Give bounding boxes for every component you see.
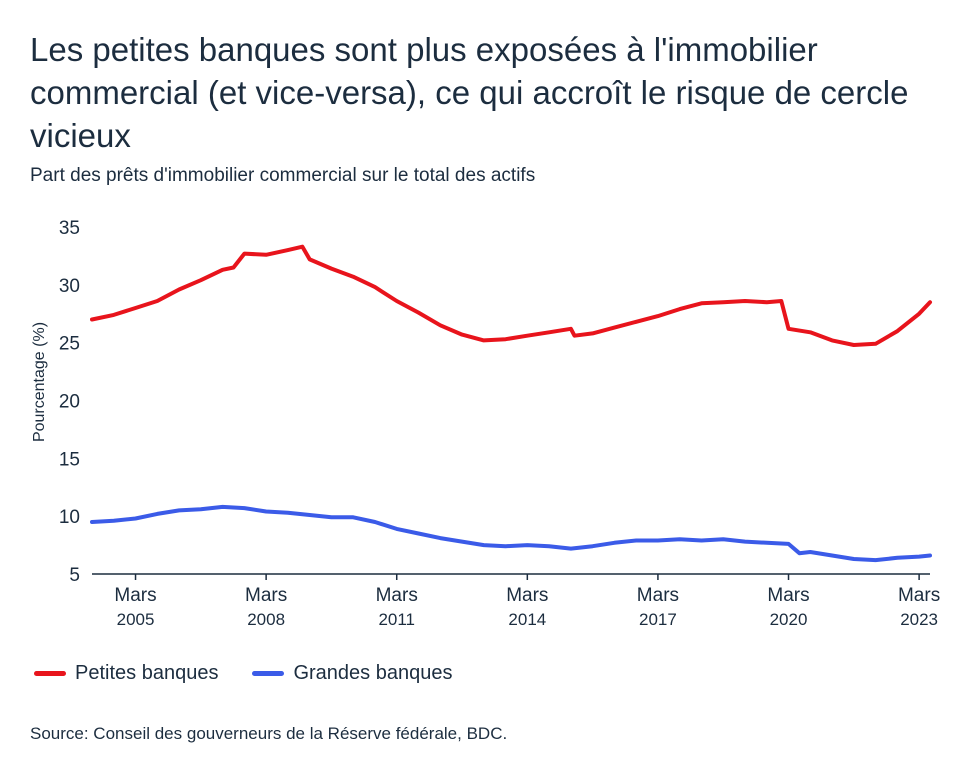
x-tick-label-year: 2008 <box>247 610 285 629</box>
y-tick-label: 10 <box>59 507 80 528</box>
legend-swatch-red <box>34 671 66 676</box>
source-note: Source: Conseil des gouverneurs de la Ré… <box>30 724 508 743</box>
series-line-petites-banques <box>90 244 932 347</box>
x-axis: Mars 2005 Mars 2008 Mars 2011 Mars 2014 Mars 2017… <box>92 573 940 629</box>
y-tick-label: 15 <box>59 449 80 470</box>
y-axis: 5 10 15 20 25 30 35 <box>59 218 80 586</box>
x-tick-label-year: 2017 <box>639 610 677 629</box>
legend-item-petites-banques: Petites banques <box>34 662 218 685</box>
legend-item-grandes-banques: Grandes banques <box>252 662 452 685</box>
legend-label: Grandes banques <box>293 662 453 684</box>
x-tick-label-month: Mars <box>114 585 156 606</box>
y-tick-label: 5 <box>69 565 80 586</box>
x-tick-label-month: Mars <box>245 585 287 606</box>
y-axis-title: Pourcentage (%) <box>31 322 48 442</box>
chart-subtitle: Part des prêts d'immobilier commercial s… <box>30 165 536 186</box>
x-tick-label-month: Mars <box>767 585 809 606</box>
series-layer <box>90 244 932 563</box>
x-tick-label-month: Mars <box>506 585 548 606</box>
y-tick-label: 20 <box>59 392 80 413</box>
x-tick-label-year: 2023 <box>900 610 938 629</box>
x-tick-label-year: 2020 <box>770 610 808 629</box>
x-tick-label-year: 2005 <box>117 610 155 629</box>
y-tick-label: 35 <box>59 218 80 239</box>
chart-title: Les petites banques sont plus exposées à… <box>30 31 909 154</box>
x-tick-label-month: Mars <box>376 585 418 606</box>
x-tick-label-month: Mars <box>637 585 679 606</box>
x-tick-label-year: 2011 <box>378 610 415 629</box>
legend-label: Petites banques <box>75 662 219 684</box>
legend-swatch-blue <box>252 671 285 676</box>
series-line-grandes-banques <box>90 504 932 563</box>
x-tick-label-year: 2014 <box>508 610 546 629</box>
y-tick-label: 25 <box>59 334 80 355</box>
y-tick-label: 30 <box>59 276 80 297</box>
x-tick-label-month: Mars <box>898 585 940 606</box>
legend: Petites banques Grandes banques <box>34 662 486 685</box>
